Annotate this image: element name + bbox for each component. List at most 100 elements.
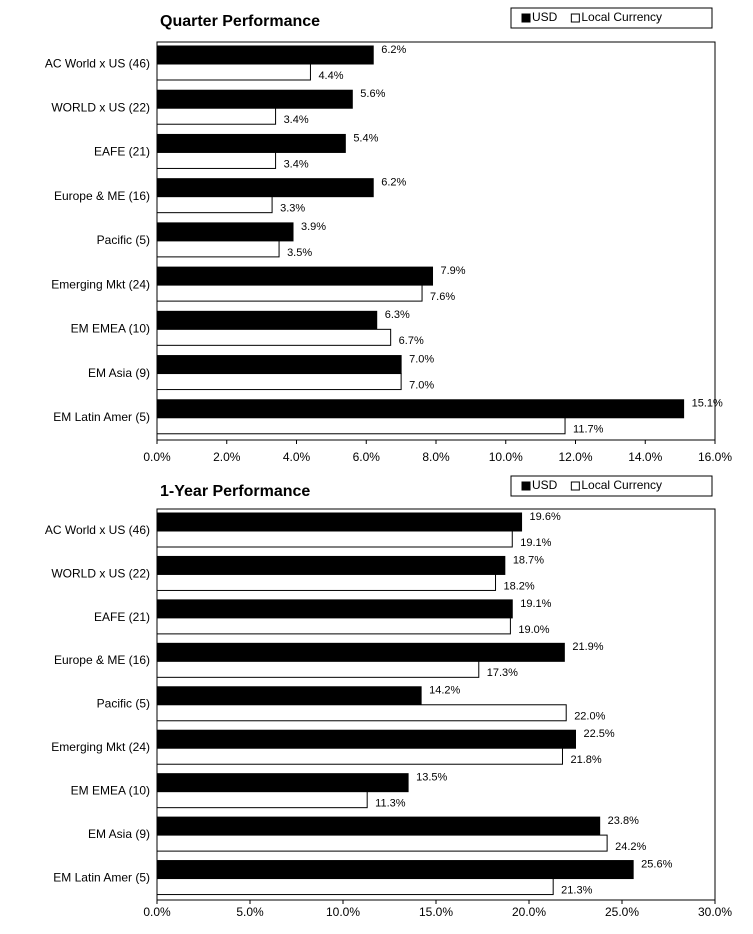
value-label: 22.5% bbox=[584, 728, 615, 740]
value-label: 5.6% bbox=[360, 88, 385, 100]
bar bbox=[156, 686, 422, 706]
value-label: 11.3% bbox=[375, 798, 406, 810]
y-tick-label: EM EMEA (10) bbox=[71, 784, 150, 798]
bar bbox=[156, 512, 523, 532]
value-label: 11.7% bbox=[573, 424, 604, 436]
legend-label: USD bbox=[532, 10, 558, 24]
y-tick-label: Pacific (5) bbox=[97, 697, 150, 711]
y-tick-label: EM Asia (9) bbox=[88, 827, 150, 841]
value-label: 25.6% bbox=[641, 858, 672, 870]
bar bbox=[156, 642, 565, 662]
bar bbox=[156, 107, 277, 125]
y-tick-label: Emerging Mkt (24) bbox=[51, 740, 150, 754]
bar bbox=[156, 834, 608, 852]
value-label: 6.3% bbox=[385, 309, 410, 321]
value-label: 19.6% bbox=[530, 511, 561, 523]
value-label: 18.7% bbox=[513, 554, 544, 566]
x-tick-label: 5.0% bbox=[236, 905, 264, 919]
x-tick-label: 8.0% bbox=[422, 450, 450, 464]
x-tick-label: 12.0% bbox=[558, 450, 592, 464]
y-tick-label: EAFE (21) bbox=[94, 145, 150, 159]
value-label: 5.4% bbox=[353, 132, 378, 144]
value-label: 3.4% bbox=[284, 158, 309, 170]
legend-swatch bbox=[521, 481, 531, 491]
bar bbox=[156, 791, 368, 809]
bar bbox=[156, 89, 353, 109]
bar bbox=[156, 310, 378, 330]
value-label: 19.1% bbox=[520, 598, 551, 610]
legend-swatch bbox=[570, 481, 580, 491]
bar bbox=[156, 328, 392, 346]
bar bbox=[156, 240, 280, 258]
bar bbox=[156, 816, 601, 836]
value-label: 21.3% bbox=[561, 884, 592, 896]
bar bbox=[156, 599, 513, 619]
x-tick-label: 2.0% bbox=[213, 450, 241, 464]
x-tick-label: 4.0% bbox=[283, 450, 311, 464]
legend-swatch bbox=[570, 13, 580, 23]
bar bbox=[156, 151, 277, 169]
bar bbox=[156, 417, 566, 435]
bar bbox=[156, 704, 567, 722]
x-tick-label: 25.0% bbox=[605, 905, 639, 919]
bar bbox=[156, 729, 576, 749]
value-label: 7.6% bbox=[430, 291, 455, 303]
bar bbox=[156, 284, 423, 302]
value-label: 6.2% bbox=[381, 177, 406, 189]
x-tick-label: 10.0% bbox=[326, 905, 360, 919]
value-label: 15.1% bbox=[692, 398, 723, 410]
value-label: 22.0% bbox=[574, 711, 605, 723]
y-tick-label: AC World x US (46) bbox=[45, 56, 150, 70]
bar bbox=[156, 555, 506, 575]
value-label: 3.9% bbox=[301, 221, 326, 233]
bar bbox=[156, 266, 434, 286]
value-label: 19.0% bbox=[518, 624, 549, 636]
value-label: 4.4% bbox=[318, 70, 343, 82]
bar bbox=[156, 196, 273, 214]
value-label: 17.3% bbox=[487, 667, 518, 679]
bar bbox=[156, 773, 409, 793]
x-tick-label: 15.0% bbox=[419, 905, 453, 919]
value-label: 7.0% bbox=[409, 353, 434, 365]
bar bbox=[156, 617, 511, 635]
value-label: 23.8% bbox=[608, 815, 639, 827]
bar bbox=[156, 222, 294, 242]
y-tick-label: Europe & ME (16) bbox=[54, 189, 150, 203]
value-label: 19.1% bbox=[520, 537, 551, 549]
x-tick-label: 6.0% bbox=[353, 450, 381, 464]
value-label: 6.7% bbox=[399, 335, 424, 347]
y-tick-label: WORLD x US (22) bbox=[51, 566, 150, 580]
bar bbox=[156, 63, 311, 81]
legend-label: Local Currency bbox=[581, 10, 662, 24]
y-tick-label: EM EMEA (10) bbox=[71, 322, 150, 336]
y-tick-label: AC World x US (46) bbox=[45, 523, 150, 537]
bar bbox=[156, 860, 634, 880]
x-tick-label: 0.0% bbox=[143, 905, 171, 919]
chart-title: Quarter Performance bbox=[160, 13, 320, 30]
legend-label: Local Currency bbox=[581, 478, 662, 492]
y-tick-label: Europe & ME (16) bbox=[54, 653, 150, 667]
bar bbox=[156, 45, 374, 65]
x-tick-label: 20.0% bbox=[512, 905, 546, 919]
y-tick-label: EM Latin Amer (5) bbox=[53, 870, 150, 884]
value-label: 13.5% bbox=[416, 772, 447, 784]
value-label: 21.8% bbox=[570, 754, 601, 766]
legend-label: USD bbox=[532, 478, 558, 492]
x-tick-label: 10.0% bbox=[489, 450, 523, 464]
value-label: 3.3% bbox=[280, 203, 305, 215]
value-label: 21.9% bbox=[572, 641, 603, 653]
y-tick-label: EM Asia (9) bbox=[88, 366, 150, 380]
y-tick-label: EM Latin Amer (5) bbox=[53, 410, 150, 424]
value-label: 6.2% bbox=[381, 44, 406, 56]
bar bbox=[156, 530, 513, 548]
chart-title: 1-Year Performance bbox=[160, 483, 310, 500]
legend-box bbox=[510, 475, 713, 497]
y-tick-label: Emerging Mkt (24) bbox=[51, 277, 150, 291]
y-tick-label: Pacific (5) bbox=[97, 233, 150, 247]
bar bbox=[156, 178, 374, 198]
bar bbox=[156, 399, 685, 419]
x-tick-label: 0.0% bbox=[143, 450, 171, 464]
bar bbox=[156, 747, 563, 765]
value-label: 3.4% bbox=[284, 114, 309, 126]
